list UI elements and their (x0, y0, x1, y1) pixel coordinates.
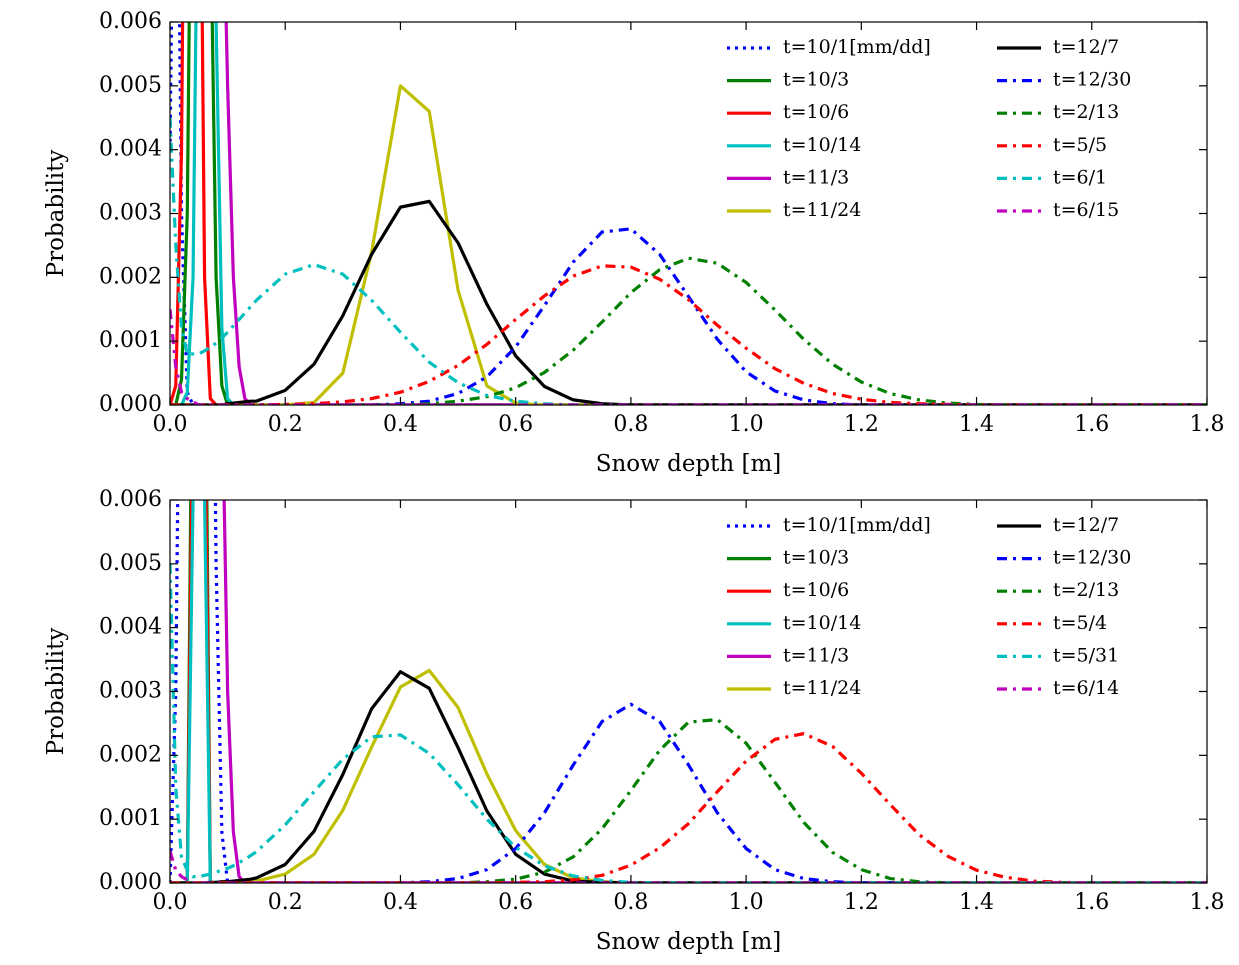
legend-label: t=6/1 (1053, 166, 1107, 188)
y-tick-label: 0.000 (99, 870, 162, 895)
legend-label: t=6/14 (1053, 677, 1119, 699)
legend-label: t=5/31 (1053, 644, 1119, 666)
x-tick-label: 1.4 (959, 890, 994, 915)
series-line (170, 732, 1207, 883)
legend-label: t=12/30 (1053, 69, 1131, 91)
series-line (170, 717, 1207, 883)
legend-label: t=6/15 (1053, 199, 1119, 221)
x-tick-label: 0.6 (498, 412, 533, 437)
x-tick-label: 0.2 (268, 890, 303, 915)
legend-label: t=12/7 (1053, 514, 1119, 536)
series-line (170, 702, 1207, 883)
x-axis-label: Snow depth [m] (596, 451, 782, 477)
y-tick-label: 0.003 (99, 201, 162, 226)
x-tick-label: 1.0 (729, 890, 764, 915)
x-tick-label: 1.6 (1074, 890, 1109, 915)
series-line (170, 256, 1207, 405)
y-tick-label: 0.006 (99, 9, 162, 34)
legend-label: t=10/14 (783, 134, 861, 156)
x-tick-label: 1.8 (1190, 890, 1225, 915)
legend-label: t=2/13 (1053, 101, 1119, 123)
axes: 0.0 0.2 0.4 0.6 0.8 1.0 1.2 1.4 1.6 1.8 0.000 0.001… (43, 9, 1225, 477)
legend-label: t=10/6 (783, 101, 849, 123)
series-line (170, 84, 1207, 405)
legend-label: t=10/3 (783, 69, 849, 91)
legend-label: t=11/24 (783, 199, 861, 221)
legend-label: t=5/5 (1053, 134, 1107, 156)
legend-label: t=11/24 (783, 677, 861, 699)
y-tick-label: 0.006 (99, 487, 162, 512)
x-tick-label: 1.8 (1190, 412, 1225, 437)
y-tick-label: 0.005 (99, 551, 162, 576)
y-tick-label: 0.004 (99, 615, 162, 640)
series-line (170, 500, 1207, 883)
series-line (222, 500, 1207, 883)
series-line (170, 199, 1207, 405)
legend-label: t=5/4 (1053, 612, 1107, 634)
series-line (170, 500, 1207, 883)
series-line (170, 500, 1207, 883)
series-line (170, 668, 1207, 883)
x-tick-label: 1.2 (844, 890, 879, 915)
legend-label: t=10/3 (783, 547, 849, 569)
x-tick-label: 0.6 (498, 890, 533, 915)
x-tick-label: 0.2 (268, 412, 303, 437)
y-tick-label: 0.001 (99, 806, 162, 831)
legend: t=10/1[mm/dd] t=10/3 t=10/6 t=10/14 t=11/3 t=… (727, 36, 1131, 221)
series-line (170, 117, 1207, 405)
y-tick-label: 0.002 (99, 742, 162, 767)
plot-area (170, 22, 1207, 405)
y-axis-label: Probability (43, 628, 69, 756)
x-tick-label: 0.8 (613, 890, 648, 915)
x-tick-label: 1.0 (729, 412, 764, 437)
legend-label: t=2/13 (1053, 579, 1119, 601)
y-tick-label: 0.000 (99, 392, 162, 417)
x-tick-label: 0.8 (613, 412, 648, 437)
y-tick-label: 0.002 (99, 264, 162, 289)
x-tick-label: 1.2 (844, 412, 879, 437)
series-line (170, 670, 1207, 883)
series-line (170, 850, 1207, 883)
x-axis-label: Snow depth [m] (596, 929, 782, 955)
legend-label: t=11/3 (783, 166, 849, 188)
legend: t=10/1[mm/dd] t=10/3 t=10/6 t=10/14 t=11/3 t=… (727, 514, 1131, 699)
series-line (170, 500, 1207, 883)
x-tick-label: 1.6 (1074, 412, 1109, 437)
y-tick-label: 0.003 (99, 679, 162, 704)
x-tick-label: 0.0 (153, 412, 188, 437)
series-line (170, 22, 1207, 405)
x-tick-label: 1.4 (959, 412, 994, 437)
y-tick-label: 0.004 (99, 137, 162, 162)
x-tick-label: 0.4 (383, 412, 418, 437)
legend-label: t=10/6 (783, 579, 849, 601)
series-line (170, 264, 1207, 405)
y-axis-label: Probability (43, 150, 69, 278)
x-tick-label: 0.0 (153, 890, 188, 915)
plot-area (170, 500, 1207, 883)
series-line (170, 227, 1207, 405)
y-tick-label: 0.001 (99, 328, 162, 353)
legend-label: t=12/7 (1053, 36, 1119, 58)
legend-label: t=10/1[mm/dd] (783, 514, 931, 536)
axes: 0.0 0.2 0.4 0.6 0.8 1.0 1.2 1.4 1.6 1.8 0.000 0.001… (43, 487, 1225, 955)
legend-label: t=10/14 (783, 612, 861, 634)
legend-label: t=11/3 (783, 644, 849, 666)
legend-label: t=10/1[mm/dd] (783, 36, 931, 58)
y-tick-label: 0.005 (99, 73, 162, 98)
x-tick-label: 0.4 (383, 890, 418, 915)
legend-label: t=12/30 (1053, 547, 1131, 569)
